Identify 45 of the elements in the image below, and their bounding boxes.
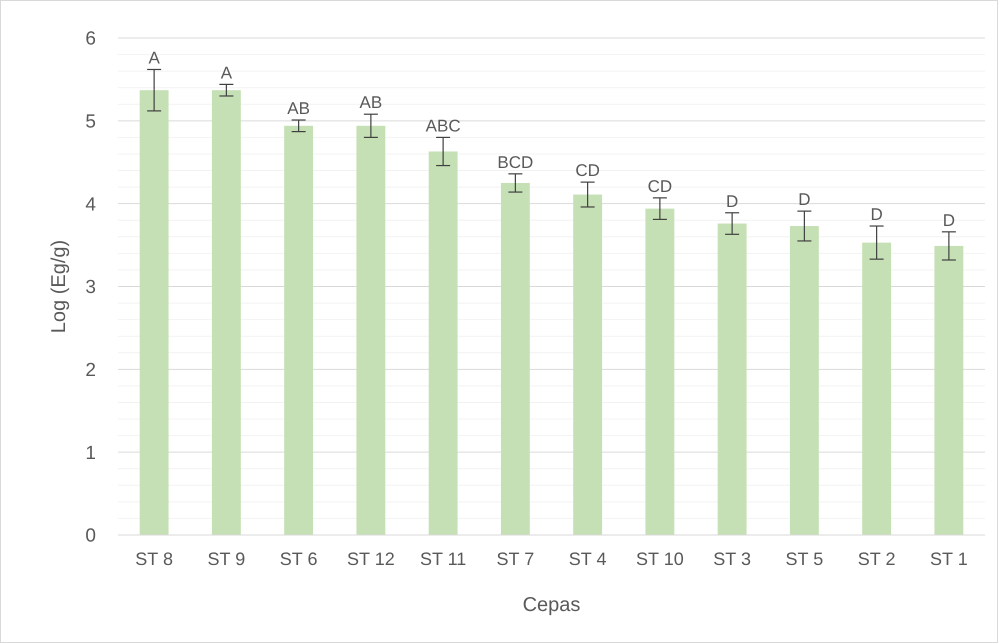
x-tick-label: ST 2 — [858, 549, 896, 569]
bar — [718, 224, 747, 535]
bar — [862, 242, 892, 535]
x-axis-title: Cepas — [522, 594, 580, 616]
annotation: CD — [575, 161, 600, 180]
annotation: D — [942, 210, 956, 230]
x-tick-label: ST 1 — [930, 549, 968, 569]
annotation: BCD — [497, 152, 534, 172]
y-tick-label: 3 — [85, 277, 96, 298]
bar — [934, 246, 964, 535]
y-tick-label: 6 — [85, 28, 96, 50]
x-tick-label: ST 3 — [713, 549, 751, 569]
x-tick-label: ST 10 — [636, 549, 684, 569]
bar — [140, 90, 169, 535]
y-axis-title: Log (Eg/g) — [48, 240, 70, 334]
bar — [790, 226, 819, 535]
bar — [573, 194, 602, 535]
annotation: AB — [360, 93, 382, 112]
annotation: D — [726, 192, 738, 211]
annotation: A — [148, 48, 160, 68]
x-tick-label: ST 7 — [496, 549, 534, 569]
bar — [500, 182, 530, 535]
bar — [356, 126, 386, 535]
annotation: ABC — [426, 116, 461, 136]
x-tick-label: ST 6 — [280, 549, 318, 569]
bar — [284, 126, 314, 535]
x-tick-label: ST 11 — [420, 549, 466, 569]
annotation: A — [220, 63, 233, 82]
bar — [645, 208, 674, 535]
annotation: D — [798, 190, 811, 210]
x-tick-label: ST 8 — [135, 549, 173, 569]
annotation: AB — [287, 99, 310, 118]
bar — [212, 90, 241, 535]
x-tick-label: ST 12 — [347, 549, 395, 569]
annotation: CD — [648, 176, 672, 196]
annotation: D — [870, 205, 883, 224]
bar — [428, 151, 458, 535]
x-tick-label: ST 5 — [786, 549, 824, 569]
x-tick-label: ST 9 — [208, 549, 246, 569]
y-tick-label: 0 — [85, 526, 96, 547]
y-tick-label: 2 — [85, 360, 96, 381]
y-tick-label: 5 — [85, 111, 96, 132]
x-tick-label: ST 4 — [568, 549, 606, 569]
y-tick-label: 4 — [85, 194, 96, 216]
y-tick-label: 1 — [85, 442, 96, 464]
